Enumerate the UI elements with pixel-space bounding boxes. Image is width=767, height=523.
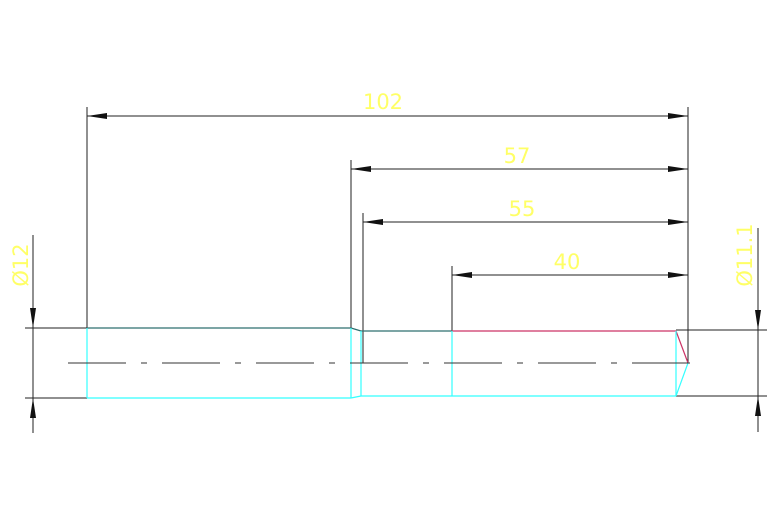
dim-text-dia-left: Ø12 [9,243,33,286]
dim-text-dia-right: Ø11.1 [733,223,757,286]
dim-text-102: 102 [363,90,403,114]
dim-text-57: 57 [504,144,531,168]
extension-lines [25,107,767,399]
dim-text-55: 55 [509,197,536,221]
dim-text-40: 40 [554,250,581,274]
